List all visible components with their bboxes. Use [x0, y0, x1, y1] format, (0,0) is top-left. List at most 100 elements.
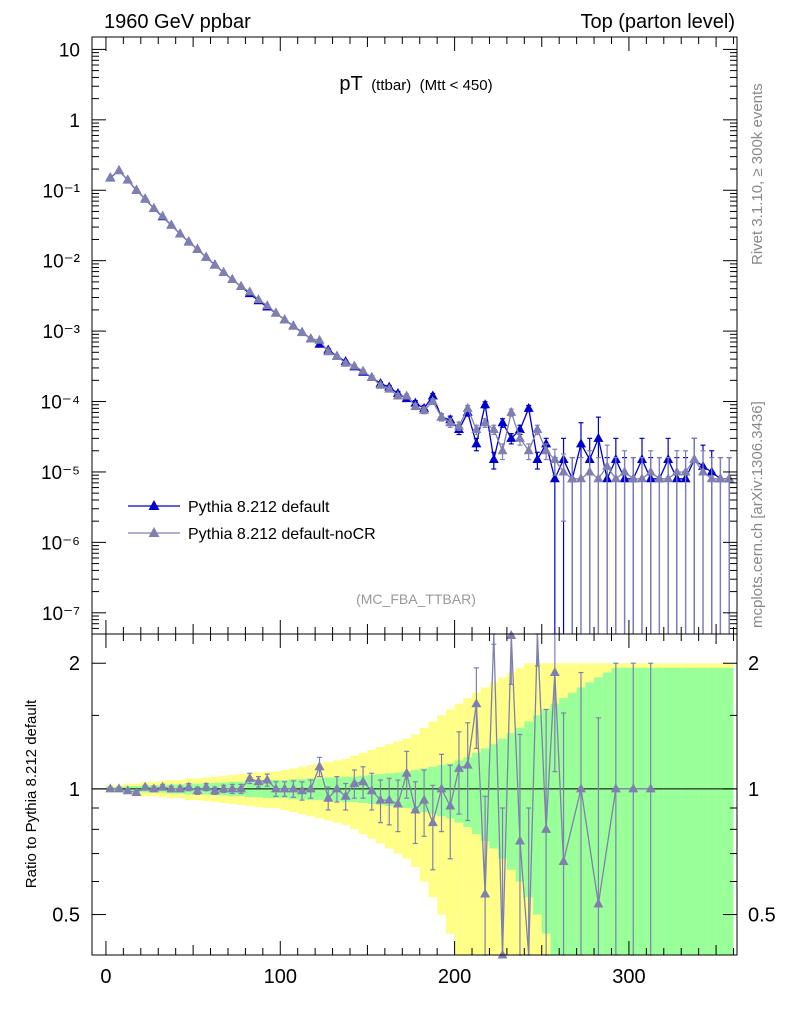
data-point-1: [654, 473, 665, 483]
ratio-point: [401, 767, 412, 777]
data-point-1: [105, 171, 116, 181]
data-point-1: [680, 466, 691, 476]
data-point-1: [279, 314, 290, 324]
data-point-1: [358, 365, 369, 375]
ratio-point: [349, 778, 360, 788]
ratio-point: [209, 785, 220, 795]
data-point-1: [532, 424, 543, 434]
data-point-1: [297, 327, 308, 337]
data-point-1: [506, 406, 517, 416]
data-point-1: [175, 228, 186, 238]
data-point-1: [244, 286, 255, 296]
ratio-point: [628, 783, 639, 793]
band-inner: [681, 667, 690, 955]
band-inner: [533, 715, 542, 915]
band-inner: [506, 733, 516, 870]
data-point-1: [453, 420, 464, 430]
data-point-0: [427, 390, 438, 400]
ratio-point: [480, 888, 491, 898]
ratio-point: [549, 667, 560, 677]
data-point-1: [349, 360, 360, 370]
data-point-0: [471, 438, 482, 448]
ratio-point: [462, 759, 473, 769]
band-inner: [585, 682, 595, 955]
ratio-ytick-label: 0.5: [52, 905, 80, 927]
xtick-label: 0: [100, 966, 111, 988]
data-point-1: [724, 473, 735, 483]
ytick-label: 10: [59, 40, 80, 61]
data-point-1: [401, 390, 412, 400]
ratio-ytick-label-right: 0.5: [748, 905, 776, 927]
data-point-1: [236, 280, 247, 290]
ratio-point: [279, 783, 290, 793]
data-point-1: [523, 445, 534, 455]
data-point-1: [436, 411, 447, 421]
data-point-1: [602, 460, 613, 470]
ratio-point: [201, 781, 212, 791]
data-point-1: [497, 445, 508, 455]
ratio-bands: [105, 663, 734, 955]
ratio-point: [218, 783, 229, 793]
data-point-1: [218, 266, 229, 276]
ratio-point: [297, 785, 308, 795]
data-point-1: [715, 473, 726, 483]
xtick-label: 100: [264, 966, 297, 988]
data-point-1: [567, 473, 578, 483]
band-inner: [707, 667, 717, 955]
data-point-1: [183, 236, 194, 246]
xtick-label: 300: [612, 966, 645, 988]
ratio-point: [175, 783, 186, 793]
data-point-1: [706, 473, 717, 483]
data-point-0: [549, 473, 560, 483]
ytick-label: 10⁻⁷: [42, 604, 80, 625]
data-point-1: [671, 466, 682, 476]
band-inner: [480, 748, 490, 842]
ratio-point: [514, 835, 525, 845]
xtick-label: 200: [438, 966, 471, 988]
data-point-1: [584, 466, 595, 476]
series-line-0: [109, 169, 730, 481]
analysis-tag: (MC_FBA_TTBAR): [356, 591, 476, 607]
band-inner: [620, 667, 629, 955]
ratio-point: [340, 790, 351, 800]
data-point-1: [471, 424, 482, 434]
data-point-1: [331, 350, 342, 360]
ratio-point: [122, 785, 133, 795]
ytick-label: 1: [69, 111, 80, 132]
ratio-point: [192, 785, 203, 795]
data-point-0: [575, 438, 586, 448]
ratio-point: [244, 772, 255, 782]
main-title: pT (ttbar) (Mtt < 450): [339, 73, 492, 95]
data-point-1: [384, 383, 395, 393]
ratio-ytick-label-right: 2: [748, 653, 759, 675]
data-point-0: [506, 432, 517, 442]
data-point-1: [698, 466, 709, 476]
band-inner: [655, 667, 664, 955]
data-point-1: [410, 400, 421, 410]
ytick-label: 10⁻¹: [43, 181, 81, 202]
data-point-1: [157, 210, 168, 220]
data-point-1: [192, 244, 203, 254]
ratio-point: [105, 783, 116, 793]
ratio-point: [253, 776, 264, 786]
ytick-label: 10⁻⁶: [41, 533, 80, 554]
data-point-1: [462, 402, 473, 412]
ratio-point: [140, 781, 151, 791]
ratio-point: [288, 783, 299, 793]
legend-label: Pythia 8.212 default: [188, 499, 330, 516]
legend-marker: [148, 527, 160, 537]
data-point-1: [209, 259, 220, 269]
band-outer: [454, 703, 464, 955]
ratio-point: [183, 781, 194, 791]
title-sub1: (ttbar): [371, 77, 411, 94]
ratio-point: [645, 783, 656, 793]
main-layer: [105, 164, 735, 634]
data-point-1: [148, 203, 159, 213]
ratio-point: [471, 698, 482, 708]
data-point-0: [532, 454, 543, 464]
axes-layer: 10 1 10⁻¹ 10⁻² 10⁻³ 10⁻⁴ 10⁻⁵ 10⁻⁶ 10⁻⁷ 0 100 200 30…: [41, 36, 776, 988]
rivet-label: Rivet 3.1.10, ≥ 300k events: [749, 83, 766, 265]
ratio-point: [541, 823, 552, 833]
ratio-point: [114, 783, 125, 793]
right-title: Top (parton level): [580, 11, 735, 33]
